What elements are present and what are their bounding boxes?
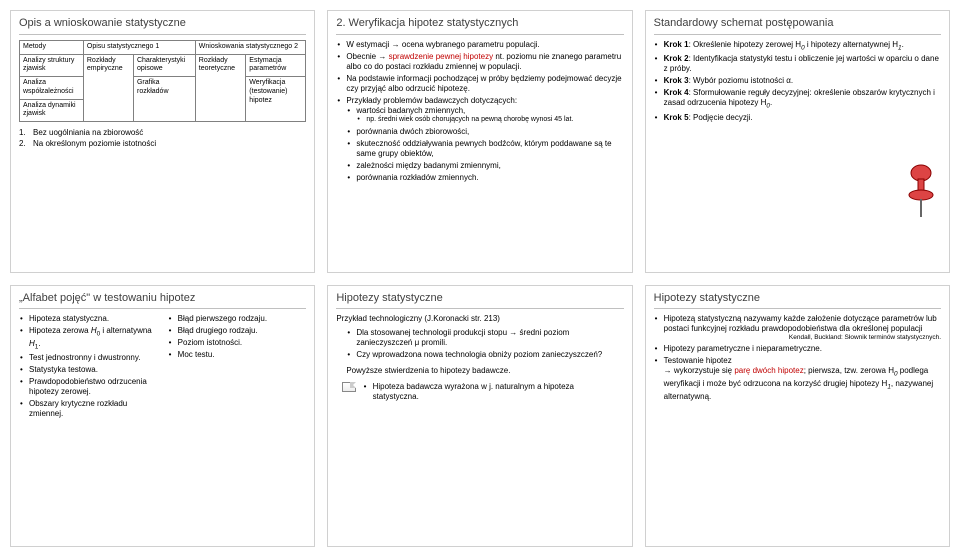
bullet-list: Hipotezą statystyczną nazywamy każde zał…	[654, 314, 941, 401]
cell: Rozkłady teoretyczne	[195, 54, 246, 122]
slide-schemat: Standardowy schemat postępowania Krok 1:…	[645, 10, 950, 273]
step-label: Krok 4	[664, 88, 689, 97]
list-item: Hipotezą statystyczną nazywamy każde zał…	[654, 314, 941, 342]
slide-title: Hipotezy statystyczne	[336, 292, 623, 310]
list-item: Test jednostronny i dwustronny.	[19, 353, 158, 363]
note-row: Hipoteza badawcza wyrażona w j. naturaln…	[336, 382, 623, 404]
slide-opis-wnioskowanie: Opis a wnioskowanie statystyczne Metody …	[10, 10, 315, 273]
list-item: Moc testu.	[168, 350, 307, 360]
list-item: Błąd pierwszego rodzaju.	[168, 314, 307, 324]
bullet-list: Błąd pierwszego rodzaju. Błąd drugiego r…	[168, 314, 307, 360]
cell: Analizy struktury zjawisk	[20, 54, 84, 77]
note-icon	[342, 382, 356, 392]
footnotes: Bez uogólniania na zbiorowość Na określo…	[19, 128, 306, 149]
methods-table: Metody Opisu statystycznego 1 Wnioskowan…	[19, 40, 306, 122]
cell: Rozkłady empiryczne	[83, 54, 133, 122]
list-item: porównania dwóch zbiorowości,	[346, 127, 623, 137]
table-row: Metody Opisu statystycznego 1 Wnioskowan…	[20, 40, 306, 54]
text: → wykorzystuje się	[664, 366, 735, 375]
table-row: Analiza współzależności Grafika rozkładó…	[20, 77, 306, 100]
list-item: Przykłady problemów badawczych dotyczący…	[336, 96, 623, 183]
slide-title: 2. Weryfikacja hipotez statystycznych	[336, 17, 623, 35]
list-item: Błąd drugiego rodzaju.	[168, 326, 307, 336]
list-item: porównania rozkładów zmiennych.	[346, 173, 623, 183]
citation: Kendall, Buckland: Słownik terminów stat…	[664, 334, 941, 342]
cell: Grafika rozkładów	[133, 77, 195, 122]
list-item: Obszary krytyczne rozkładu zmiennej.	[19, 399, 158, 419]
bullet-list: Dla stosowanej technologii produkcji sto…	[336, 328, 623, 360]
text: ; pierwsza, tzw. zerowa H	[804, 366, 894, 375]
slide-title: Hipotezy statystyczne	[654, 292, 941, 310]
text: wartości badanych zmiennych,	[356, 106, 465, 115]
list-item: Prawdopodobieństwo odrzucenia hipotezy z…	[19, 377, 158, 397]
list-item: Krok 2: Identyfikacja statystyki testu i…	[654, 54, 941, 74]
step-label: Krok 5	[664, 113, 689, 122]
cell: Wnioskowania statystycznego 2	[195, 40, 306, 54]
list-item: Dla stosowanej technologii produkcji sto…	[346, 328, 623, 348]
slide-title: Standardowy schemat postępowania	[654, 17, 941, 35]
text: : Identyfikacja statystyki testu i oblic…	[664, 54, 939, 73]
text: Przykłady problemów badawczych dotyczący…	[346, 96, 517, 105]
step-label: Krok 3	[664, 76, 689, 85]
slide-title: „Alfabet pojęć" w testowaniu hipotez	[19, 292, 306, 310]
list-item: Krok 3: Wybór poziomu istotności α.	[654, 76, 941, 86]
list-item: Krok 1: Określenie hipotezy zerowej H0 i…	[654, 40, 941, 53]
subtitle: Przykład technologiczny (J.Koronacki str…	[336, 314, 623, 324]
list-item: Obecnie → sprawdzenie pewnej hipotezy nt…	[336, 52, 623, 72]
list-item: np. średni wiek osób chorujących na pewn…	[356, 116, 623, 125]
list-item: W estymacji → ocena wybranego parametru …	[336, 40, 623, 50]
text: Obecnie →	[346, 52, 388, 61]
step-label: Krok 1	[664, 40, 689, 49]
slide-weryfikacja: 2. Weryfikacja hipotez statystycznych W …	[327, 10, 632, 273]
list-item: skuteczność oddziaływania pewnych bodźcó…	[346, 139, 623, 159]
step-label: Krok 2	[664, 54, 689, 63]
list-item: Poziom istotności.	[168, 338, 307, 348]
text: : Określenie hipotezy zerowej H	[689, 40, 802, 49]
list-item: Hipotezy parametryczne i nieparametryczn…	[654, 344, 941, 354]
list-item: Na podstawie informacji pochodzącej w pr…	[336, 74, 623, 94]
text: : Wybór poziomu istotności α.	[689, 76, 794, 85]
cell: Weryfikacja (testowanie) hipotez	[246, 77, 306, 122]
slide-hipotezy-przyklad: Hipotezy statystyczne Przykład technolog…	[327, 285, 632, 548]
footnote: Bez uogólniania na zbiorowość	[19, 128, 306, 138]
list-item: Czy wprowadzona nowa technologia obniży …	[346, 350, 623, 360]
list-item: Krok 5: Podjęcie decyzji.	[654, 113, 941, 123]
statement: Powyższe stwierdzenia to hipotezy badawc…	[346, 366, 623, 376]
cell: Analiza dynamiki zjawisk	[20, 99, 84, 122]
highlight-text: parę dwóch hipotez	[734, 366, 803, 375]
bullet-list: W estymacji → ocena wybranego parametru …	[336, 40, 623, 183]
text: Hipotezą statystyczną nazywamy każde zał…	[664, 314, 937, 333]
list-item: wartości badanych zmiennych, np. średni …	[346, 106, 623, 125]
slide-title: Opis a wnioskowanie statystyczne	[19, 17, 306, 35]
text: i hipotezy alternatywnej H	[805, 40, 898, 49]
slide-alfabet: „Alfabet pojęć" w testowaniu hipotez Hip…	[10, 285, 315, 548]
bullet-list: Krok 1: Określenie hipotezy zerowej H 0 i…	[654, 40, 941, 123]
text: : Podjęcie decyzji.	[689, 113, 753, 122]
cell: Analiza współzależności	[20, 77, 84, 100]
cell: Opisu statystycznego 1	[83, 40, 195, 54]
subscript: 1	[898, 44, 902, 51]
text: : Sformułowanie reguły decyzyjnej: okreś…	[664, 88, 935, 107]
pushpin-icon	[901, 161, 941, 221]
list-item: Hipoteza badawcza wyrażona w j. naturaln…	[363, 382, 602, 402]
list-item: Testowanie hipotez → wykorzystuje się pa…	[654, 356, 941, 401]
list-item: Hipoteza zerowa H0 i alternatywna H1.	[19, 326, 158, 351]
bullet-list: Hipoteza statystyczna. Hipoteza zerowa H…	[19, 314, 158, 419]
cell: Charakterystyki opisowe	[133, 54, 195, 77]
highlight-text: sprawdzenie pewnej hipotezy	[389, 52, 494, 61]
list-item: zależności między badanymi zmiennymi,	[346, 161, 623, 171]
list-item: Hipoteza statystyczna.	[19, 314, 158, 324]
text: Testowanie hipotez	[664, 356, 732, 365]
list-item: Krok 4: Sformułowanie reguły decyzyjnej:…	[654, 88, 941, 111]
slide-hipotezy-def: Hipotezy statystyczne Hipotezą statystyc…	[645, 285, 950, 548]
footnote: Na określonym poziomie istotności	[19, 139, 306, 149]
subscript: 0	[766, 103, 770, 110]
cell: Estymacja parametrów	[246, 54, 306, 77]
cell: Metody	[20, 40, 84, 54]
list-item: Statystyka testowa.	[19, 365, 158, 375]
table-row: Analizy struktury zjawisk Rozkłady empir…	[20, 54, 306, 77]
